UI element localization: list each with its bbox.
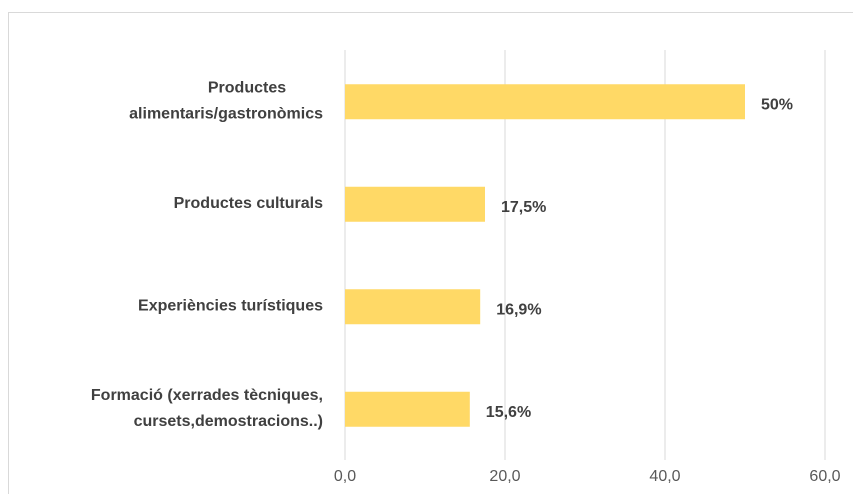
- x-tick-label: 0,0: [334, 468, 356, 485]
- bar: [345, 187, 485, 222]
- x-tick-label: 20,0: [489, 468, 520, 485]
- value-label: 16,9%: [496, 301, 541, 318]
- bar: [345, 84, 745, 119]
- x-tick-label: 40,0: [649, 468, 680, 485]
- value-label: 15,6%: [486, 404, 531, 421]
- y-tick-label: Productes culturals: [174, 195, 323, 212]
- y-tick-label: Experiències turístiques: [138, 297, 323, 314]
- bar: [345, 289, 480, 324]
- bar: [345, 392, 470, 427]
- y-tick-label: Formació (xerrades tècniques,cursets,dem…: [91, 387, 323, 430]
- x-tick-label: 60,0: [809, 468, 840, 485]
- value-label: 50%: [761, 96, 793, 113]
- value-label: 17,5%: [501, 199, 546, 216]
